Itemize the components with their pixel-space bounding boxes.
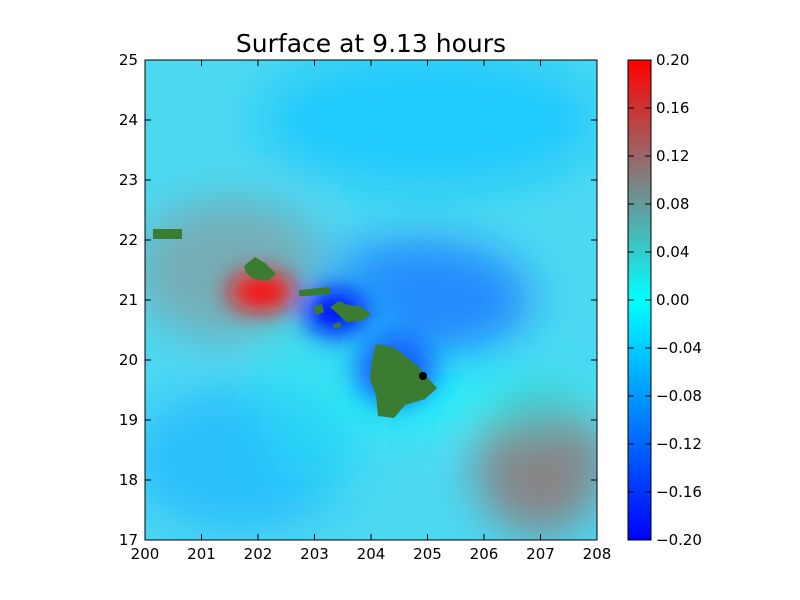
colorbar-tick-label: −0.12 [656,435,702,453]
x-tick-label: 206 [470,545,499,563]
x-tick-label: 200 [131,545,160,563]
y-tick-label: 21 [119,291,138,309]
x-tick-label: 204 [357,545,386,563]
x-axis: 200 201 202 203 204 205 206 207 208 [131,60,612,563]
land-oahu [244,257,276,281]
x-tick-label: 205 [413,545,442,563]
y-axis: 17 18 19 20 21 22 23 24 25 [119,51,597,549]
marker-point [419,372,427,380]
colorbar-tick-label: −0.08 [656,387,702,405]
y-tick-label: 25 [119,51,138,69]
anomaly-red [228,272,296,312]
land-hawaii [370,344,437,418]
land-molokai [299,287,330,296]
y-tick-label: 19 [119,411,138,429]
colorbar-tick-label: 0.16 [656,99,689,117]
colorbar-tick-label: 0.08 [656,195,689,213]
colorbar-tick-label: −0.20 [656,531,702,549]
colorbar-tick-label: −0.04 [656,339,702,357]
land-kahoolawe [333,322,341,328]
anomaly-light-blue-north [260,60,597,190]
colorbar-ticks: 0.20 0.16 0.12 0.08 0.04 0.00 −0.04 −0.08 −0.12 −… [628,51,702,549]
land-lanai [313,304,324,315]
heatmap-plot: 200 201 202 203 204 205 206 207 208 17 18 19 20 21 22… [119,51,612,563]
land [153,229,437,418]
x-tick-label: 203 [300,545,329,563]
colorbar-tick-label: 0.04 [656,243,689,261]
y-tick-label: 23 [119,171,138,189]
y-tick-label: 20 [119,351,138,369]
land-kauai-niihau [153,229,182,239]
colorbar-tick-label: −0.16 [656,483,702,501]
y-tick-label: 24 [119,111,138,129]
colorbar: 0.20 0.16 0.12 0.08 0.04 0.00 −0.04 −0.08 −0.12 −… [627,51,702,549]
chart-title: Surface at 9.13 hours [236,29,506,58]
colorbar-tick-label: 0.00 [656,291,689,309]
y-tick-label: 18 [119,471,138,489]
y-tick-label: 22 [119,231,138,249]
colorbar-tick-label: 0.12 [656,147,689,165]
x-tick-label: 207 [526,545,555,563]
x-tick-label: 201 [187,545,216,563]
y-tick-label: 17 [119,531,138,549]
anomaly-dark-blue [305,290,365,334]
x-tick-label: 208 [583,545,612,563]
colorbar-tick-label: 0.20 [656,51,689,69]
land-maui [330,301,371,322]
x-tick-label: 202 [244,545,273,563]
